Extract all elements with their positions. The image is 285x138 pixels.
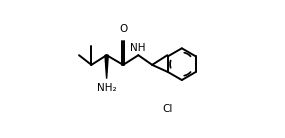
Polygon shape: [105, 55, 108, 79]
Text: NH: NH: [130, 43, 146, 53]
Text: NH₂: NH₂: [97, 83, 117, 93]
Text: Cl: Cl: [163, 104, 173, 114]
Text: O: O: [119, 24, 127, 34]
